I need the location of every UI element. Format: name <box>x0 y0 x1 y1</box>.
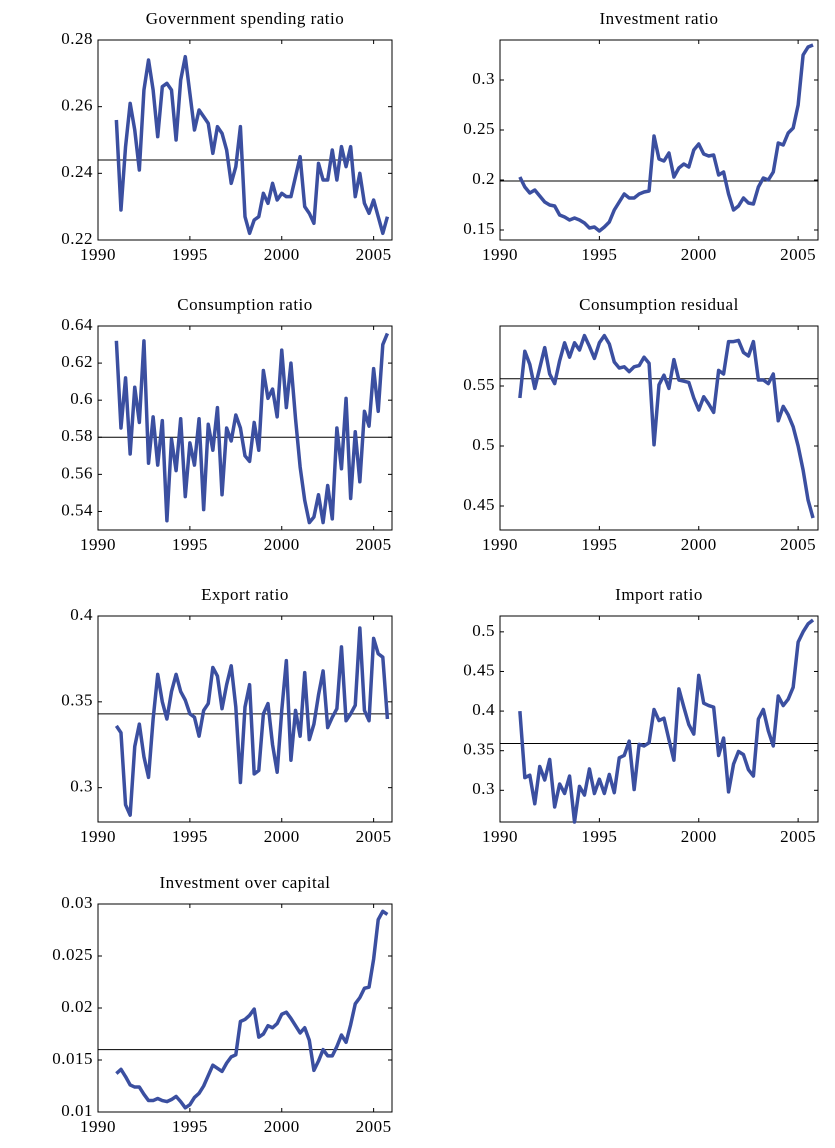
x-tick-label: 1990 <box>482 535 518 554</box>
y-tick-label: 0.03 <box>61 893 93 912</box>
data-line <box>518 618 815 824</box>
y-tick-label: 0.26 <box>61 96 93 115</box>
x-tick-label: 1990 <box>80 1117 116 1136</box>
y-tick-label: 0.025 <box>52 945 93 964</box>
x-tick-label: 2000 <box>681 827 717 846</box>
chart-title: Consumption residual <box>579 295 739 314</box>
y-tick-label: 0.35 <box>463 740 495 759</box>
x-tick-label: 2005 <box>356 1117 392 1136</box>
x-tick-label: 1995 <box>172 245 208 264</box>
chart-title: Investment over capital <box>159 873 330 892</box>
x-tick-label: 2000 <box>264 535 300 554</box>
y-tick-label: 0.4 <box>472 700 495 719</box>
y-tick-label: 0.35 <box>61 691 93 710</box>
y-tick-label: 0.4 <box>70 605 93 624</box>
x-tick-label: 2000 <box>264 827 300 846</box>
x-tick-label: 1990 <box>80 245 116 264</box>
y-tick-label: 0.3 <box>472 69 495 88</box>
x-tick-label: 2000 <box>264 245 300 264</box>
axes-box <box>97 325 393 531</box>
chart-title: Export ratio <box>201 585 289 604</box>
data-line <box>518 43 814 233</box>
y-tick-label: 0.5 <box>472 621 495 640</box>
chart-title: Investment ratio <box>600 9 719 28</box>
x-tick-label: 1995 <box>581 827 617 846</box>
y-tick-label: 0.45 <box>463 495 495 514</box>
chart-title: Import ratio <box>615 585 703 604</box>
y-tick-label: 0.6 <box>70 389 93 408</box>
x-tick-label: 2005 <box>780 245 816 264</box>
chart-title: Government spending ratio <box>146 9 345 28</box>
axes-box <box>97 615 393 823</box>
y-tick-label: 0.02 <box>61 997 93 1016</box>
x-tick-label: 2000 <box>681 535 717 554</box>
y-tick-label: 0.3 <box>70 777 93 796</box>
y-tick-label: 0.56 <box>61 463 93 482</box>
y-tick-label: 0.62 <box>61 352 93 371</box>
x-tick-label: 2005 <box>780 827 816 846</box>
x-tick-label: 2000 <box>681 245 717 264</box>
y-tick-label: 0.2 <box>472 169 495 188</box>
data-line <box>114 626 390 817</box>
axes-box <box>499 325 819 531</box>
axes-box <box>97 903 393 1113</box>
y-tick-label: 0.5 <box>472 435 495 454</box>
x-tick-label: 1995 <box>581 535 617 554</box>
y-tick-label: 0.01 <box>61 1101 93 1120</box>
y-tick-label: 0.24 <box>61 162 93 181</box>
x-tick-label: 2005 <box>356 535 392 554</box>
x-tick-label: 1995 <box>581 245 617 264</box>
y-tick-label: 0.54 <box>61 500 93 519</box>
data-line <box>518 333 815 519</box>
x-tick-label: 1990 <box>80 827 116 846</box>
y-tick-label: 0.55 <box>463 375 495 394</box>
chart-title: Consumption ratio <box>177 295 313 314</box>
x-tick-label: 2005 <box>356 827 392 846</box>
x-tick-label: 1990 <box>482 245 518 264</box>
y-tick-label: 0.58 <box>61 426 93 445</box>
x-tick-label: 2005 <box>780 535 816 554</box>
x-tick-label: 2000 <box>264 1117 300 1136</box>
y-tick-label: 0.15 <box>463 219 495 238</box>
x-tick-label: 1990 <box>80 535 116 554</box>
x-tick-label: 1990 <box>482 827 518 846</box>
axes-box <box>499 615 819 823</box>
data-line <box>114 332 390 525</box>
y-tick-label: 0.22 <box>61 229 93 248</box>
data-line <box>114 54 390 236</box>
x-tick-label: 1995 <box>172 827 208 846</box>
y-tick-label: 0.64 <box>61 315 93 334</box>
y-tick-label: 0.25 <box>463 119 495 138</box>
axes-box <box>97 39 393 241</box>
y-tick-label: 0.45 <box>463 660 495 679</box>
x-tick-label: 1995 <box>172 535 208 554</box>
data-line <box>115 909 389 1110</box>
y-tick-label: 0.3 <box>472 779 495 798</box>
y-tick-label: 0.015 <box>52 1049 93 1068</box>
x-tick-label: 2005 <box>356 245 392 264</box>
axes-box <box>499 39 819 241</box>
x-tick-label: 1995 <box>172 1117 208 1136</box>
y-tick-label: 0.28 <box>61 29 93 48</box>
